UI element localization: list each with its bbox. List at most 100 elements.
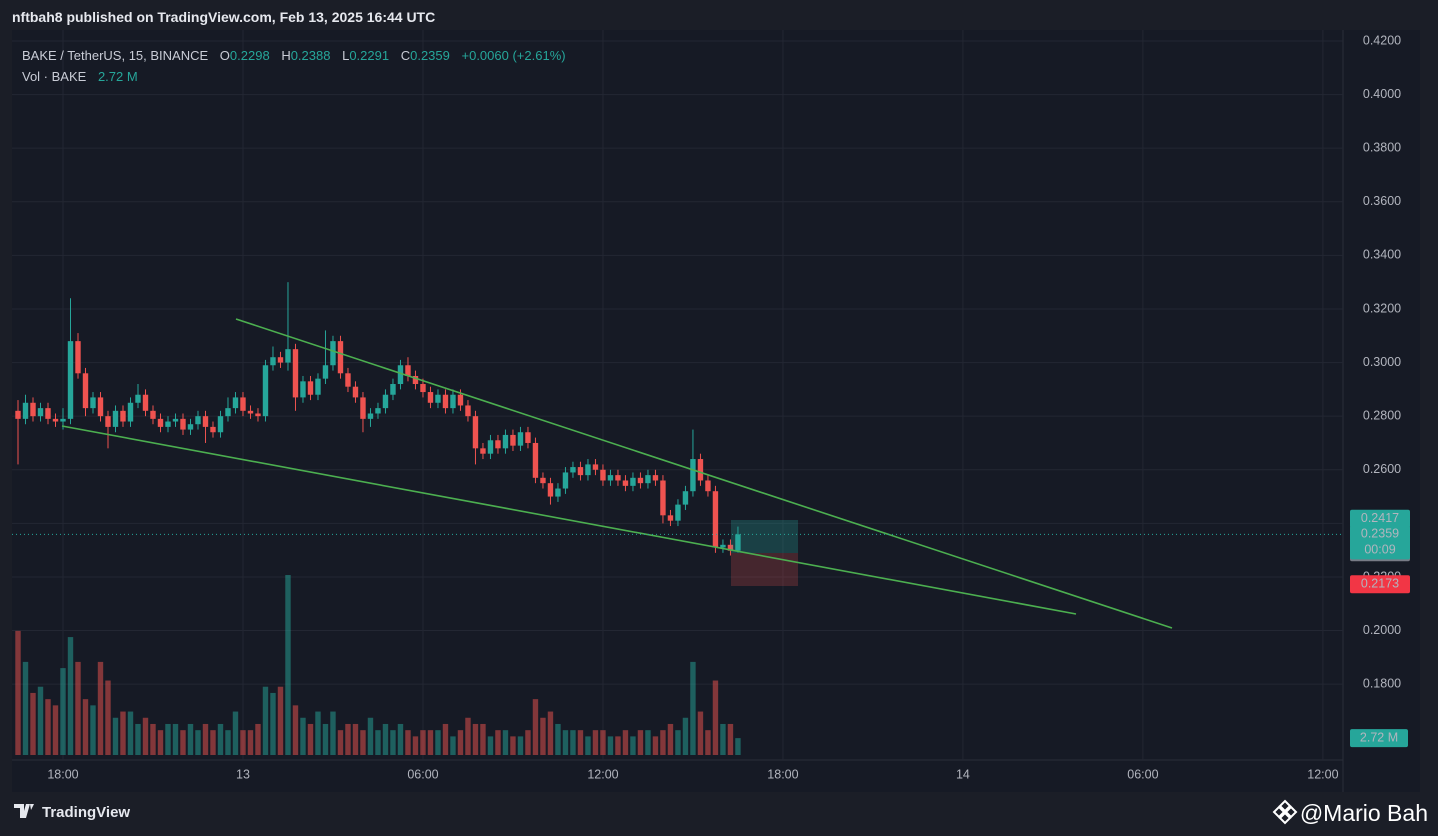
x-tick-label: 18:00	[767, 767, 798, 781]
volume-bar	[735, 738, 741, 755]
x-tick-label: 12:00	[587, 767, 618, 781]
volume-bar	[195, 730, 201, 755]
candle-body	[30, 402, 36, 417]
legend-row: BAKE / TetherUS, 15, BINANCE O0.2298 H 0.…	[22, 45, 566, 66]
high-key: H	[281, 48, 291, 63]
candle-body	[172, 418, 179, 422]
candle-body	[375, 408, 381, 414]
y-tick-label: 0.4000	[1363, 87, 1401, 101]
volume-bar	[382, 723, 389, 755]
candle-body	[97, 397, 104, 417]
candle-body	[465, 405, 471, 417]
candle-body	[75, 341, 81, 374]
volume-bar	[697, 711, 704, 755]
x-tick-label: 06:00	[1127, 767, 1158, 781]
volume-bar	[412, 736, 419, 755]
candle-body	[645, 475, 651, 484]
volume-bar	[562, 730, 569, 755]
candle-body	[577, 467, 584, 476]
volume-bar	[187, 723, 194, 755]
volume-label: 2.72 M	[1360, 730, 1398, 744]
volume-bar	[525, 730, 531, 755]
candle-body	[487, 440, 494, 454]
candle-body	[450, 394, 456, 409]
volume-bar	[675, 730, 681, 755]
y-tick-label: 0.1800	[1363, 676, 1401, 690]
volume-bar	[105, 680, 111, 755]
candle-body	[510, 434, 516, 446]
volume-bar	[247, 730, 254, 755]
candle-body	[622, 480, 629, 486]
candle-body	[322, 365, 329, 379]
candle-body	[547, 483, 554, 497]
price-label-box	[1350, 509, 1410, 528]
low-key: L	[342, 48, 350, 63]
y-tick-label: 0.4200	[1363, 33, 1401, 47]
volume-bar	[90, 705, 96, 755]
candle-body	[232, 397, 239, 409]
volume-bar	[480, 723, 486, 755]
candle-body	[690, 459, 696, 492]
volume-bar	[330, 711, 336, 755]
volume-bar	[172, 723, 179, 755]
volume-bar	[645, 730, 651, 755]
candle-body	[337, 341, 344, 374]
candle-body	[712, 491, 719, 548]
candle-body	[525, 432, 531, 443]
candle-body	[540, 477, 546, 484]
candle-body	[427, 392, 434, 403]
candle-body	[180, 418, 186, 430]
candle-body	[247, 410, 254, 414]
volume-bar	[300, 717, 306, 755]
volume-bar	[600, 730, 606, 755]
candle-body	[142, 394, 149, 411]
open-value: 0.2298	[229, 48, 270, 63]
candle-body	[660, 480, 666, 516]
candle-body	[720, 544, 726, 548]
volume-bar	[52, 705, 59, 755]
volume-bar	[682, 717, 689, 755]
volume-bar	[397, 723, 404, 755]
candle-body	[195, 416, 201, 425]
lower-trendline	[61, 425, 1077, 615]
candle-body	[285, 349, 291, 363]
watermark-text: @Mario Bah	[1299, 800, 1428, 826]
candle-body	[315, 378, 321, 395]
volume-bar	[67, 637, 74, 755]
volume-bar	[465, 717, 471, 755]
volume-bar	[210, 730, 216, 755]
volume-title: Vol · BAKE	[22, 69, 87, 84]
brand-logo	[14, 804, 34, 818]
candle-body	[435, 394, 441, 403]
x-tick-label: 14	[956, 767, 970, 781]
candle-body	[397, 365, 404, 385]
volume-bar	[457, 730, 464, 755]
candle-body	[607, 475, 614, 481]
candle-body	[217, 416, 224, 433]
symbol: BAKE / TetherUS, 15, BINANCE	[22, 48, 209, 63]
candle-body	[135, 394, 141, 403]
volume-bar	[360, 730, 366, 755]
close-value: 0.2359	[410, 48, 450, 63]
price-label-box	[1350, 575, 1410, 594]
stop-zone	[731, 553, 798, 586]
volume-bar	[180, 730, 186, 755]
volume-bar	[270, 692, 276, 755]
candle-body	[442, 394, 449, 409]
volume-label-box	[1350, 729, 1408, 748]
volume-bar	[157, 730, 164, 755]
volume-bar	[517, 736, 524, 755]
volume-bar	[82, 699, 89, 755]
candle-body	[555, 488, 561, 497]
open-key: O	[219, 48, 230, 63]
candle-body	[682, 491, 689, 505]
drawings	[61, 318, 1173, 629]
last-price-box	[1350, 525, 1410, 560]
volume-bar	[607, 736, 614, 755]
candle-body	[472, 416, 479, 449]
volume-bar	[30, 692, 36, 755]
y-tick-label: 0.2800	[1363, 408, 1401, 422]
volume-value: 2.72 M	[97, 69, 138, 84]
candle-body	[697, 459, 704, 481]
